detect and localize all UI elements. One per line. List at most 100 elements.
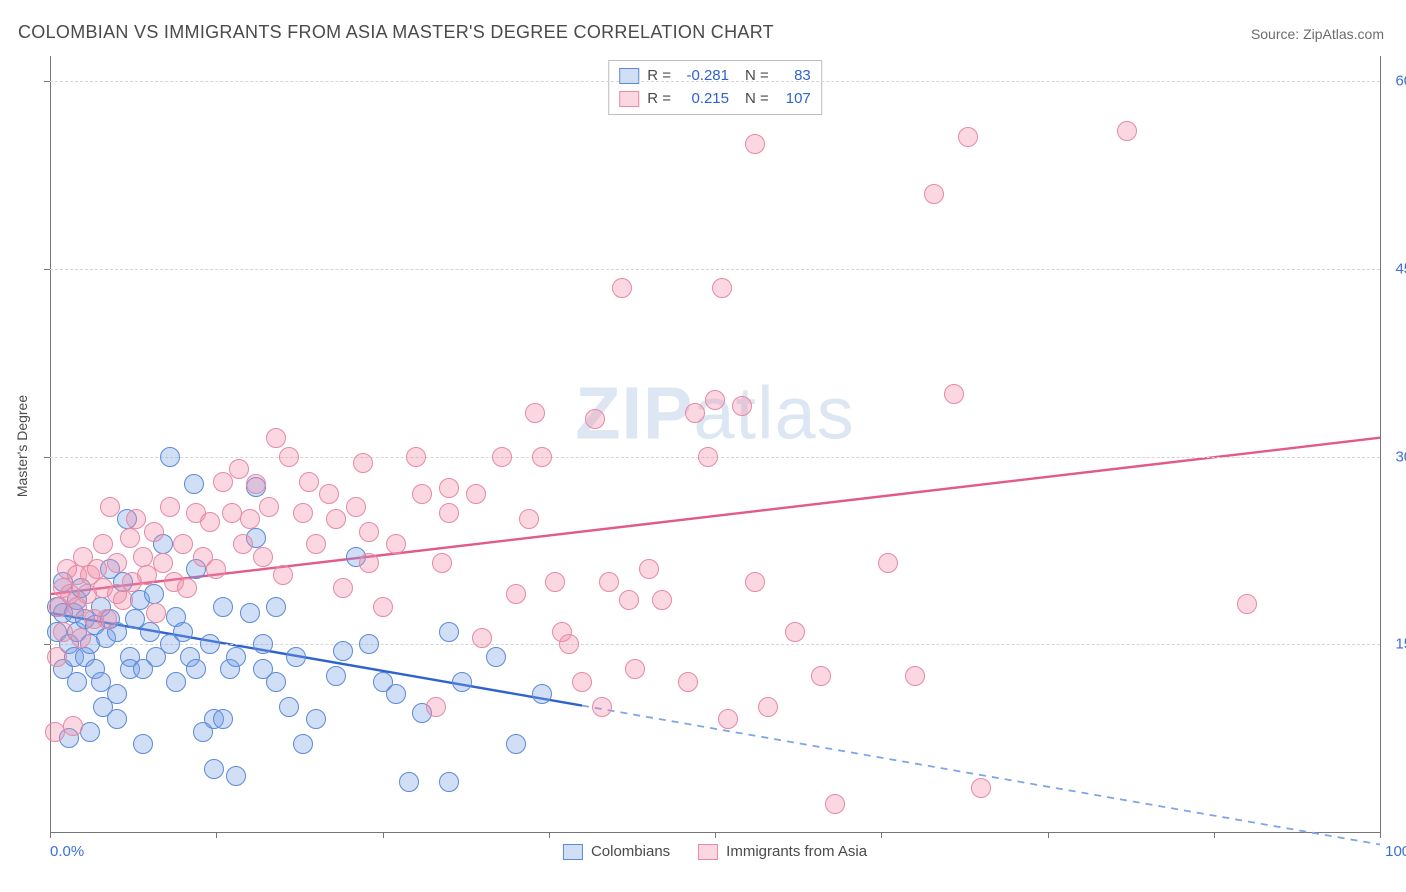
data-point xyxy=(346,497,366,517)
stats-legend-box: R =-0.281N =83R =0.215N =107 xyxy=(608,60,822,115)
data-point xyxy=(153,553,173,573)
data-point xyxy=(432,553,452,573)
data-point xyxy=(226,647,246,667)
data-point xyxy=(825,794,845,814)
data-point xyxy=(233,534,253,554)
data-point xyxy=(273,565,293,585)
data-point xyxy=(745,134,765,154)
data-point xyxy=(63,716,83,736)
data-point xyxy=(678,672,698,692)
trend-lines-layer xyxy=(50,56,1380,832)
data-point xyxy=(359,553,379,573)
data-point xyxy=(71,628,91,648)
data-point xyxy=(619,590,639,610)
data-point xyxy=(146,603,166,623)
data-point xyxy=(160,447,180,467)
data-point xyxy=(279,447,299,467)
data-point xyxy=(133,734,153,754)
data-point xyxy=(625,659,645,679)
data-point xyxy=(279,697,299,717)
data-point xyxy=(333,578,353,598)
data-point xyxy=(246,474,266,494)
data-point xyxy=(226,766,246,786)
data-point xyxy=(905,666,925,686)
data-point xyxy=(286,647,306,667)
data-point xyxy=(439,622,459,642)
data-point xyxy=(545,572,565,592)
legend-swatch xyxy=(563,844,583,860)
data-point xyxy=(758,697,778,717)
chart-title: COLOMBIAN VS IMMIGRANTS FROM ASIA MASTER… xyxy=(18,22,774,43)
y-tick-label: 15.0% xyxy=(1388,636,1406,653)
data-point xyxy=(266,597,286,617)
x-axis-min-label: 0.0% xyxy=(50,843,84,860)
data-point xyxy=(319,484,339,504)
legend-swatch xyxy=(698,844,718,860)
data-point xyxy=(412,484,432,504)
data-point xyxy=(93,534,113,554)
data-point xyxy=(572,672,592,692)
data-point xyxy=(47,647,67,667)
data-point xyxy=(506,584,526,604)
stats-row: R =-0.281N =83 xyxy=(619,65,811,88)
data-point xyxy=(259,497,279,517)
stats-r-label: R = xyxy=(647,65,671,88)
source-label: Source: ZipAtlas.com xyxy=(1251,26,1384,42)
data-point xyxy=(184,474,204,494)
data-point xyxy=(326,509,346,529)
data-point xyxy=(133,547,153,567)
data-point xyxy=(698,447,718,467)
y-tick xyxy=(44,81,50,82)
bottom-legend: Colombians Immigrants from Asia xyxy=(563,843,867,860)
data-point xyxy=(67,672,87,692)
stats-n-value: 83 xyxy=(777,65,811,88)
legend-label: Immigrants from Asia xyxy=(726,843,867,860)
data-point xyxy=(492,447,512,467)
legend-label: Colombians xyxy=(591,843,670,860)
chart-container: COLOMBIAN VS IMMIGRANTS FROM ASIA MASTER… xyxy=(0,0,1406,892)
data-point xyxy=(785,622,805,642)
legend-item: Immigrants from Asia xyxy=(698,843,867,860)
gridline-h xyxy=(50,644,1380,645)
data-point xyxy=(253,634,273,654)
data-point xyxy=(206,559,226,579)
data-point xyxy=(293,503,313,523)
x-tick xyxy=(549,832,550,838)
data-point xyxy=(878,553,898,573)
gridline-h xyxy=(50,81,1380,82)
gridline-h xyxy=(50,269,1380,270)
data-point xyxy=(1237,594,1257,614)
legend-item: Colombians xyxy=(563,843,670,860)
data-point xyxy=(97,609,117,629)
data-point xyxy=(200,634,220,654)
data-point xyxy=(87,559,107,579)
x-tick xyxy=(216,832,217,838)
data-point xyxy=(173,534,193,554)
x-tick xyxy=(383,832,384,838)
data-point xyxy=(519,509,539,529)
data-point xyxy=(173,622,193,642)
x-tick xyxy=(1380,832,1381,838)
data-point xyxy=(532,447,552,467)
data-point xyxy=(712,278,732,298)
data-point xyxy=(532,684,552,704)
data-point xyxy=(592,697,612,717)
data-point xyxy=(107,684,127,704)
data-point xyxy=(113,590,133,610)
data-point xyxy=(958,127,978,147)
data-point xyxy=(359,634,379,654)
data-point xyxy=(439,478,459,498)
data-point xyxy=(685,403,705,423)
x-tick xyxy=(881,832,882,838)
data-point xyxy=(399,772,419,792)
data-point xyxy=(306,709,326,729)
x-tick xyxy=(50,832,51,838)
data-point xyxy=(120,528,140,548)
data-point xyxy=(705,390,725,410)
data-point xyxy=(439,503,459,523)
data-point xyxy=(186,659,206,679)
y-tick-label: 60.0% xyxy=(1388,73,1406,90)
stats-r-label: R = xyxy=(647,88,671,111)
y-tick-label: 45.0% xyxy=(1388,260,1406,277)
y-tick xyxy=(44,644,50,645)
